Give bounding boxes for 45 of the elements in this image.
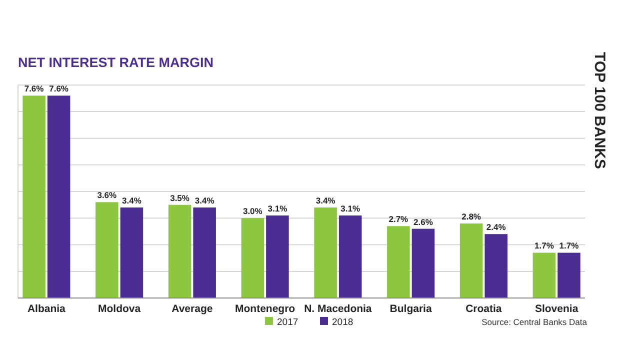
x-tick-label: Montenegro xyxy=(235,303,296,315)
data-label: 3.4% xyxy=(316,195,336,206)
data-label: 7.6% xyxy=(24,84,44,94)
legend-label: 2017 xyxy=(277,317,298,328)
bar xyxy=(47,96,70,298)
bar xyxy=(22,96,46,298)
data-label: 3.1% xyxy=(268,203,288,214)
bar xyxy=(460,223,483,298)
data-label: 7.6% xyxy=(49,84,69,94)
bar xyxy=(266,215,289,298)
bar xyxy=(558,252,580,298)
data-label: 1.7% xyxy=(534,240,554,251)
bar xyxy=(338,215,362,298)
bar xyxy=(387,226,410,298)
legend-label: 2018 xyxy=(332,317,354,328)
bar xyxy=(412,228,435,298)
text: TOP 100 BANKS xyxy=(591,52,608,169)
x-tick-label: N. Macedonia xyxy=(304,303,372,315)
chart-title: NET INTEREST RATE MARGIN xyxy=(18,55,214,70)
data-label: 2.8% xyxy=(462,211,482,222)
x-tick-label: Slovenia xyxy=(534,303,578,315)
x-tick-label: Average xyxy=(172,303,213,315)
x-tick-label: Bulgaria xyxy=(390,303,432,315)
bar xyxy=(120,207,144,298)
data-label: 3.0% xyxy=(242,206,263,216)
x-tick-label: Moldova xyxy=(98,303,141,315)
bar xyxy=(484,234,508,298)
data-label: 3.6% xyxy=(97,190,118,200)
data-label: 2.4% xyxy=(486,222,506,232)
bar xyxy=(96,202,118,298)
data-label: 2.7% xyxy=(388,214,409,224)
bar xyxy=(241,218,264,298)
data-label: 3.4% xyxy=(122,195,142,206)
data-label: 3.4% xyxy=(194,195,215,206)
bar xyxy=(314,207,337,298)
x-tick-label: Croatia xyxy=(466,303,502,315)
data-label: 1.7% xyxy=(559,240,580,251)
data-label: 3.1% xyxy=(340,203,360,214)
data-label: 3.5% xyxy=(170,192,190,203)
bar xyxy=(168,204,192,298)
source-note: Source: Central Banks Data xyxy=(482,317,588,327)
data-label: 2.6% xyxy=(414,216,434,227)
bar xyxy=(193,207,216,298)
x-tick-label: Albania xyxy=(27,303,66,315)
bar xyxy=(532,252,556,298)
